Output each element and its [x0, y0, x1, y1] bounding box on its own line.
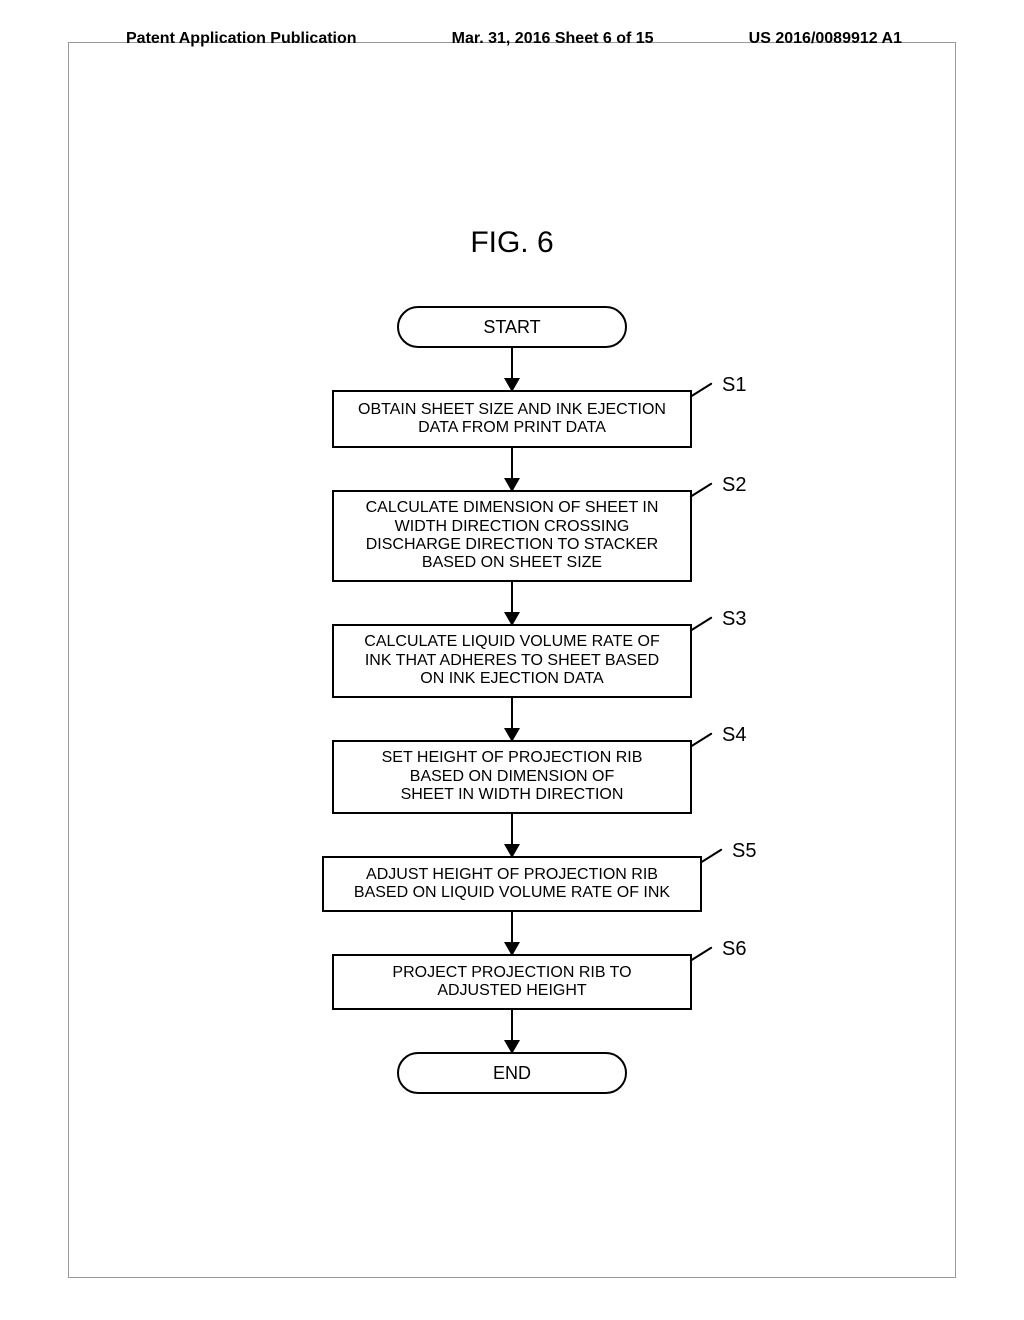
flow-arrow: [511, 348, 513, 390]
process-box-s6: PROJECT PROJECTION RIB TOADJUSTED HEIGHT: [332, 954, 692, 1010]
step-label-s4: S4: [722, 724, 746, 747]
process-box-s2: CALCULATE DIMENSION OF SHEET INWIDTH DIR…: [332, 490, 692, 582]
step-label-s6: S6: [722, 938, 746, 961]
terminator-start: START: [397, 306, 627, 348]
header-middle: Mar. 31, 2016 Sheet 6 of 15: [452, 30, 654, 48]
step-label-s3: S3: [722, 608, 746, 631]
page-header: Patent Application Publication Mar. 31, …: [68, 30, 956, 48]
flow-arrow: [511, 912, 513, 954]
process-box-s1: OBTAIN SHEET SIZE AND INK EJECTIONDATA F…: [332, 390, 692, 448]
flowchart: START OBTAIN SHEET SIZE AND INK EJECTIOND…: [322, 306, 702, 1094]
header-left: Patent Application Publication: [68, 30, 357, 48]
flow-arrow: [511, 582, 513, 624]
flow-arrow: [511, 814, 513, 856]
flow-arrow: [511, 1010, 513, 1052]
process-box-s4: SET HEIGHT OF PROJECTION RIBBASED ON DIM…: [332, 740, 692, 814]
terminator-end: END: [397, 1052, 627, 1094]
process-box-s3: CALCULATE LIQUID VOLUME RATE OFINK THAT …: [332, 624, 692, 698]
step-label-s2: S2: [722, 474, 746, 497]
flow-arrow: [511, 698, 513, 740]
step-label-s1: S1: [722, 374, 746, 397]
flow-arrow: [511, 448, 513, 490]
process-box-s5: ADJUST HEIGHT OF PROJECTION RIBBASED ON …: [322, 856, 702, 912]
figure-title: FIG. 6: [0, 226, 1024, 260]
step-label-s5: S5: [732, 840, 756, 863]
header-right: US 2016/0089912 A1: [749, 30, 956, 48]
